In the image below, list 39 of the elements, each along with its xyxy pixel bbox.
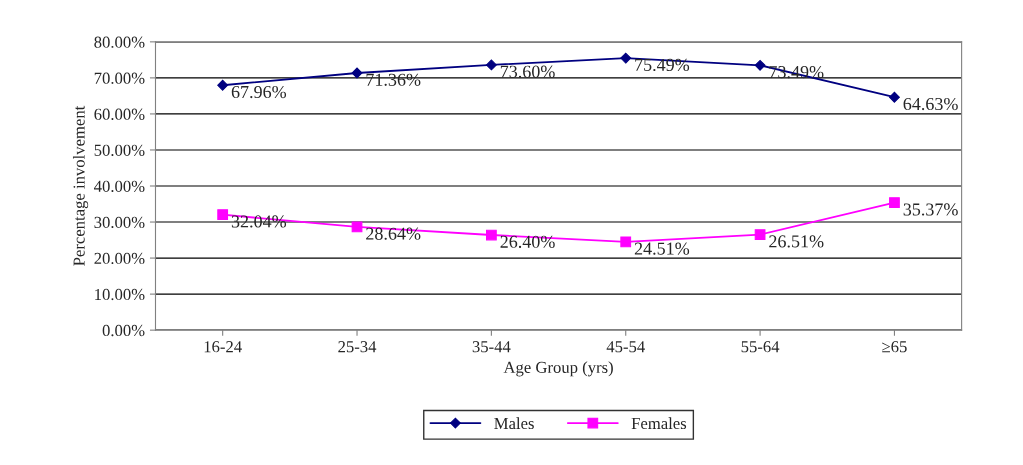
data-label: 64.63%	[903, 97, 958, 111]
point	[754, 229, 766, 240]
x-axis-title: Age Group (yrs)	[503, 361, 613, 377]
point	[485, 59, 497, 71]
y-tick-label: 10.00%	[95, 288, 145, 301]
y-tick-label: 40.00%	[94, 180, 145, 193]
data-label: 28.64%	[366, 227, 421, 240]
data-label: 26.40%	[500, 235, 555, 248]
x-tick-label: 25-34	[338, 341, 377, 353]
point	[620, 236, 632, 248]
data-label: 67.96%	[231, 85, 287, 99]
y-axis-title: Percentage involvement	[72, 105, 89, 266]
point	[620, 52, 632, 64]
y-tick-label: 20.00%	[94, 252, 145, 265]
data-label: 24.51%	[634, 242, 690, 255]
point	[486, 229, 497, 241]
point	[217, 79, 229, 91]
point	[889, 197, 900, 209]
legend-label: Females	[631, 417, 687, 430]
point	[889, 91, 900, 103]
y-tick-label: 60.00%	[94, 108, 145, 120]
data-label: 35.37%	[903, 203, 958, 216]
point	[754, 59, 766, 71]
y-tick-label: 0.00%	[102, 324, 145, 337]
point	[217, 209, 229, 221]
y-tick-label: 70.00%	[94, 72, 145, 84]
x-tick-label: 35-44	[472, 341, 511, 353]
x-tick-label: ≥65	[882, 341, 907, 353]
y-tick-label: 80.00%	[94, 36, 145, 48]
y-tick-label: 30.00%	[94, 216, 145, 229]
legend-label: Males	[494, 417, 534, 430]
data-label: 73.60%	[500, 65, 555, 78]
x-tick-label: 45-54	[606, 341, 645, 353]
data-label: 26.51%	[769, 235, 824, 248]
x-tick-label: 55-64	[741, 341, 780, 353]
x-tick-label: 16-24	[204, 341, 242, 353]
data-label: 75.49%	[635, 58, 690, 72]
y-tick-label: 50.00%	[94, 144, 145, 156]
point	[351, 67, 363, 79]
